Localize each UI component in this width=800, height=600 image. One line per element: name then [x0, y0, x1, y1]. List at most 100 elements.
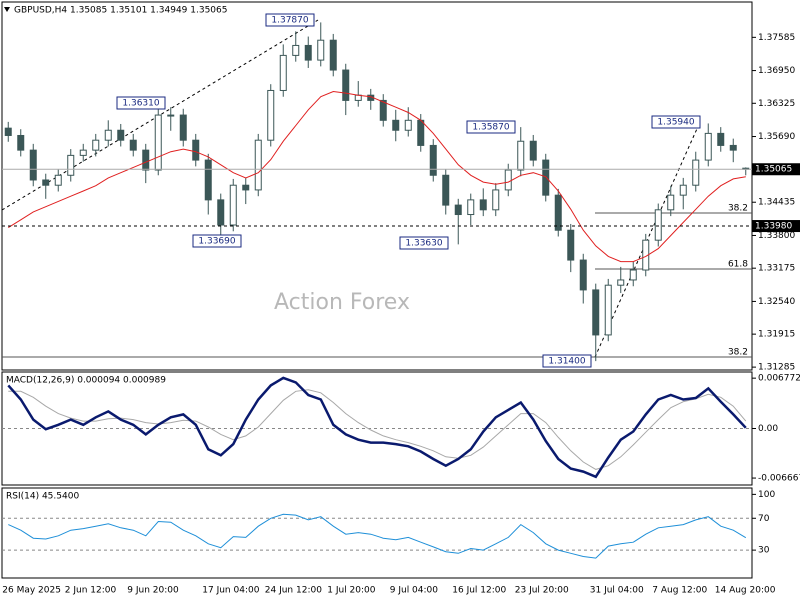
moving-average — [8, 90, 746, 263]
y-tick-label: 1.33800 — [758, 231, 795, 241]
indicator-line — [8, 389, 747, 470]
candle-body — [729, 144, 737, 151]
candle-body — [217, 199, 225, 226]
candle-body — [554, 194, 562, 231]
candle-body — [117, 129, 125, 141]
candle-body — [379, 99, 387, 121]
y-tick-label: 0.00 — [758, 424, 778, 434]
indicator-line — [7, 376, 747, 479]
fib-label: 38.2 — [728, 204, 748, 214]
candle-body — [67, 154, 75, 176]
candle-body — [92, 139, 100, 151]
candle-body — [242, 184, 250, 191]
candle-body — [617, 279, 625, 286]
current-price-label: 1.35065 — [755, 165, 792, 175]
price-box — [752, 220, 800, 233]
candle-body — [479, 199, 487, 211]
candle-body — [692, 159, 700, 186]
candle-body — [42, 179, 50, 186]
symbol-icon — [4, 7, 10, 12]
annotation-box — [466, 120, 516, 134]
chart-title: GBPUSD,H4 1.35085 1.35101 1.34949 1.3506… — [14, 6, 227, 16]
candle-body — [104, 129, 112, 141]
x-tick-label: 2 Jun 12:00 — [65, 586, 117, 596]
annotation-box — [116, 96, 166, 110]
candle-body — [679, 184, 687, 196]
candle-body — [54, 174, 62, 186]
indicator-line — [8, 513, 747, 559]
candle-body — [279, 54, 287, 91]
y-tick-label: 1.31915 — [758, 330, 795, 340]
trend-line — [1, 19, 319, 211]
rsi-title: RSI(14) 45.5400 — [6, 492, 79, 502]
x-tick-label: 14 Aug 20:00 — [715, 586, 776, 596]
annotation-box — [265, 13, 315, 27]
candle-body — [579, 259, 587, 291]
candle-body — [654, 209, 662, 241]
candle-body — [592, 289, 600, 336]
candle-body — [429, 144, 437, 176]
x-tick-label: 1 Jul 20:00 — [327, 586, 376, 596]
candle-body — [442, 174, 450, 206]
candle-body — [717, 132, 725, 146]
candle-body — [179, 114, 187, 141]
candle-body — [354, 94, 362, 101]
annotation-label: 1.33630 — [405, 239, 442, 249]
candle-body — [267, 89, 275, 141]
annotation-box — [542, 354, 592, 368]
annotation-label: 1.33690 — [198, 237, 235, 247]
candle-body — [292, 44, 300, 56]
candle-body — [204, 159, 212, 201]
annotation-box — [399, 236, 449, 250]
y-tick-label: 1.33175 — [758, 264, 795, 274]
candle-body — [342, 69, 350, 101]
x-tick-label: 31 Jul 04:00 — [590, 586, 644, 596]
x-tick-label: 24 Jun 12:00 — [265, 586, 322, 596]
candle-body — [167, 114, 175, 117]
y-tick-label: 1.35690 — [758, 132, 795, 142]
annotation-box — [651, 115, 701, 129]
candle-body — [529, 140, 537, 161]
candle-body — [229, 184, 237, 226]
y-tick-label: 30 — [758, 546, 770, 556]
y-tick-label: -0.006667 — [758, 474, 800, 484]
candle-body — [567, 229, 575, 261]
x-tick-label: 9 Jun 20:00 — [127, 586, 179, 596]
trend-line — [594, 121, 701, 358]
macd-title: MACD(12,26,9) 0.000094 0.000989 — [6, 376, 166, 386]
candle-body — [454, 204, 462, 216]
rsi-panel-frame — [1, 487, 753, 579]
candle-body — [467, 199, 475, 216]
candle-body — [504, 169, 512, 191]
x-tick-label: 9 Jul 04:00 — [390, 586, 439, 596]
price-box — [752, 163, 800, 176]
main-panel-frame — [1, 1, 753, 371]
y-tick-label: 1.31285 — [758, 363, 795, 373]
candle-body — [604, 284, 612, 336]
y-tick-label: 70 — [758, 514, 770, 524]
candle-body — [667, 194, 675, 211]
candle-body — [492, 189, 500, 211]
price-box-label: 1.33980 — [755, 222, 792, 232]
candle-body — [329, 39, 337, 71]
candle-body — [79, 149, 87, 156]
watermark: Action Forex — [274, 290, 410, 315]
y-tick-label: 100 — [758, 490, 775, 500]
candle-body — [417, 119, 425, 146]
annotation-label: 1.31400 — [548, 357, 585, 367]
candle-body — [192, 139, 200, 161]
annotation-label: 1.36310 — [122, 99, 159, 109]
annotation-label: 1.37870 — [271, 16, 308, 26]
candle-body — [392, 119, 400, 131]
x-tick-label: 26 May 2025 — [2, 586, 61, 596]
candle-body — [142, 149, 150, 171]
y-tick-label: 1.37585 — [758, 33, 795, 43]
candle-body — [4, 127, 12, 136]
y-tick-label: 1.36950 — [758, 66, 795, 76]
annotation-label: 1.35870 — [472, 123, 509, 133]
y-tick-label: 1.34435 — [758, 198, 795, 208]
x-tick-label: 7 Aug 12:00 — [652, 586, 707, 596]
candle-body — [542, 159, 550, 196]
